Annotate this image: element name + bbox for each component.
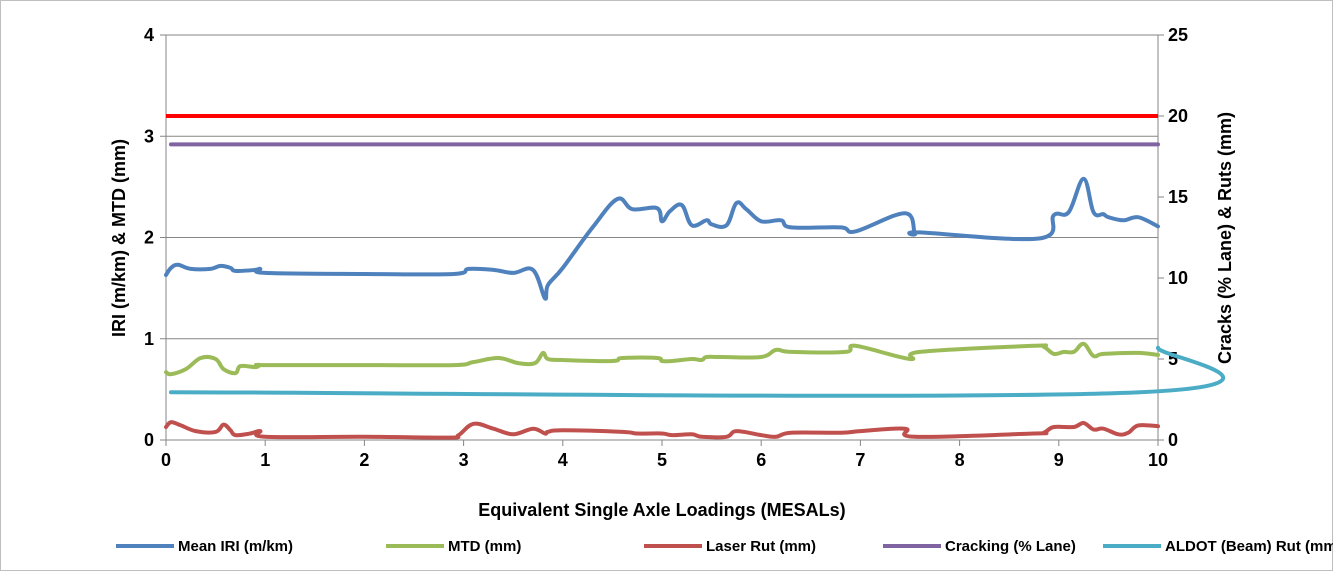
x-axis-title: Equivalent Single Axle Loadings (MESALs): [478, 500, 845, 520]
y-right-tick-label-5: 25: [1168, 25, 1188, 45]
y-left-tick-label-2: 2: [144, 228, 154, 248]
y-left-tick-label-0: 0: [144, 430, 154, 450]
x-tick-label-8: 8: [955, 450, 965, 470]
x-tick-label-6: 6: [756, 450, 766, 470]
x-tick-label-5: 5: [657, 450, 667, 470]
y-left-tick-label-1: 1: [144, 329, 154, 349]
x-tick-label-4: 4: [558, 450, 568, 470]
legend-label-laser-rut-mm: Laser Rut (mm): [706, 538, 816, 555]
y-right-axis-title: Cracks (% Lane) & Ruts (mm): [1215, 112, 1235, 364]
legend-label-cracking-lane: Cracking (% Lane): [945, 538, 1076, 555]
x-tick-label-9: 9: [1054, 450, 1064, 470]
legend-label-mtd-mm: MTD (mm): [448, 538, 521, 555]
series-line-aldot-beam-rut-mm: [168, 345, 1226, 398]
y-left-tick-label-3: 3: [144, 126, 154, 146]
x-tick-label-3: 3: [459, 450, 469, 470]
y-left-axis-title: IRI (m/km) & MTD (mm): [109, 139, 129, 337]
y-right-tick-label-1: 5: [1168, 349, 1178, 369]
y-left-tick-labels: 0 1 2 3 4: [144, 25, 154, 450]
y-right-tick-label-2: 10: [1168, 268, 1188, 288]
x-tick-labels: 0 1 2 3 4 5 6 7 8 9 10: [161, 450, 1168, 470]
x-tick-label-1: 1: [260, 450, 270, 470]
x-tick-label-0: 0: [161, 450, 171, 470]
legend-label-aldot-beam-rut-mm: ALDOT (Beam) Rut (mm): [1165, 538, 1333, 555]
legend: Mean IRI (m/km) MTD (mm) Laser Rut (mm) Cra…: [116, 538, 1333, 555]
x-tick-label-10: 10: [1148, 450, 1168, 470]
legend-label-mean-iri-m-km: Mean IRI (m/km): [178, 538, 293, 555]
y-right-tick-label-4: 20: [1168, 106, 1188, 126]
series-line-mtd-mm: [164, 341, 1160, 377]
y-right-tick-label-0: 0: [1168, 430, 1178, 450]
y-right-tick-labels: 0 5 10 15 20 25: [1168, 25, 1188, 450]
x-tick-label-7: 7: [855, 450, 865, 470]
y-left-tick-label-4: 4: [144, 25, 154, 45]
series-line-mean-iri-m-km: [164, 176, 1160, 301]
y-right-tick-label-3: 15: [1168, 187, 1188, 207]
x-tick-label-2: 2: [359, 450, 369, 470]
series-line-laser-rut-mm: [164, 420, 1160, 440]
series-lines: [164, 114, 1226, 440]
